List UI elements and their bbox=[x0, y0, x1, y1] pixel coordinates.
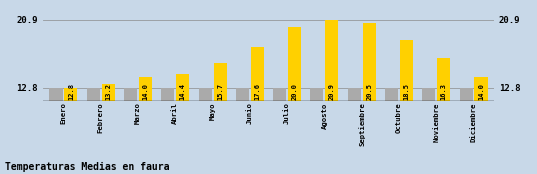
Text: 20.9: 20.9 bbox=[329, 83, 335, 100]
Text: 16.3: 16.3 bbox=[441, 83, 447, 100]
Bar bbox=[87, 88, 100, 101]
Text: 14.4: 14.4 bbox=[180, 83, 186, 100]
Bar bbox=[236, 88, 249, 101]
Text: 20.5: 20.5 bbox=[366, 83, 372, 100]
Bar bbox=[362, 23, 376, 101]
Text: 20.0: 20.0 bbox=[292, 83, 297, 100]
Text: 14.0: 14.0 bbox=[142, 83, 148, 100]
Bar bbox=[199, 88, 212, 101]
Text: 12.8: 12.8 bbox=[68, 83, 74, 100]
Bar bbox=[475, 77, 488, 101]
Bar bbox=[460, 88, 473, 101]
Bar bbox=[124, 88, 137, 101]
Bar bbox=[400, 40, 413, 101]
Text: 17.6: 17.6 bbox=[255, 83, 260, 100]
Text: 13.2: 13.2 bbox=[105, 83, 111, 100]
Text: 15.7: 15.7 bbox=[217, 83, 223, 100]
Bar bbox=[139, 77, 152, 101]
Bar bbox=[348, 88, 361, 101]
Text: 14.0: 14.0 bbox=[478, 83, 484, 100]
Bar bbox=[251, 47, 264, 101]
Bar bbox=[161, 88, 175, 101]
Text: 18.5: 18.5 bbox=[403, 83, 409, 100]
Bar bbox=[325, 20, 338, 101]
Text: Temperaturas Medias en faura: Temperaturas Medias en faura bbox=[5, 162, 170, 172]
Bar bbox=[288, 27, 301, 101]
Bar bbox=[437, 58, 450, 101]
Bar bbox=[385, 88, 398, 101]
Bar bbox=[101, 84, 115, 101]
Bar bbox=[273, 88, 286, 101]
Bar bbox=[49, 88, 62, 101]
Bar bbox=[422, 88, 436, 101]
Bar bbox=[176, 74, 189, 101]
Bar bbox=[214, 63, 227, 101]
Bar bbox=[310, 88, 323, 101]
Bar bbox=[64, 88, 77, 101]
